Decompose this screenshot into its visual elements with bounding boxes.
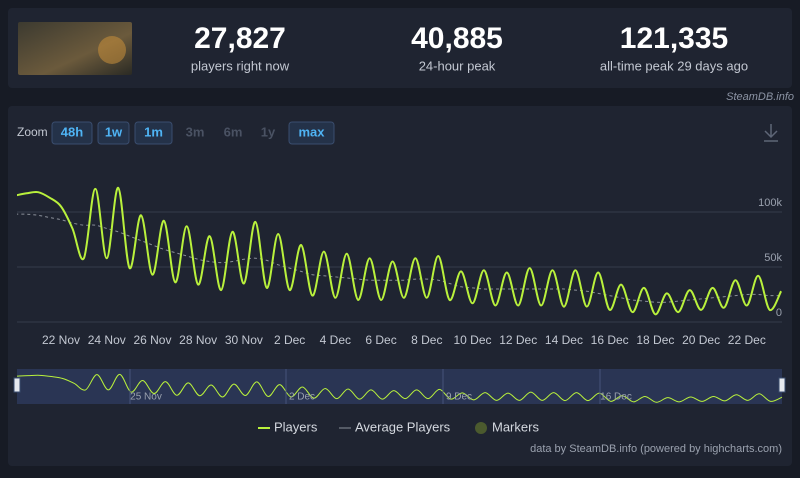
stat-label: 24-hour peak <box>419 58 496 73</box>
zoom-button[interactable] <box>288 121 335 145</box>
y-tick-label: 0 <box>776 307 782 319</box>
x-tick-label: 6 Dec <box>365 333 396 347</box>
navigator-handle[interactable] <box>13 377 21 393</box>
stat-value: 27,827 <box>194 22 286 55</box>
zoom-button[interactable] <box>134 121 173 145</box>
x-tick-label: 28 Nov <box>179 333 217 347</box>
stat-value: 40,885 <box>411 22 503 55</box>
plot: 0 50k 100k 22 Nov 24 Nov 26 Nov 28 Nov 30 Nov 2 … <box>13 186 786 455</box>
zoom-button-label: 1y <box>261 124 276 139</box>
game-thumbnail[interactable] <box>18 22 132 75</box>
players-line <box>17 186 783 316</box>
stat-label: players right now <box>191 58 290 73</box>
x-tick-label: 4 Dec <box>320 333 351 347</box>
navigator-line <box>17 373 783 403</box>
x-tick-label: 22 Dec <box>728 333 766 347</box>
navigator-series <box>17 373 783 403</box>
legend-label[interactable]: Average Players <box>355 419 451 434</box>
zoom-button-label: 6m <box>224 124 243 139</box>
zoom-button[interactable] <box>97 121 130 145</box>
legend-swatch <box>475 422 487 434</box>
stat-value: 121,335 <box>620 22 728 55</box>
x-tick-label: 12 Dec <box>499 333 537 347</box>
stats-card <box>8 8 792 88</box>
navigator-label: 25 Nov <box>130 392 162 403</box>
x-tick-label: 18 Dec <box>636 333 674 347</box>
x-tick-label: 22 Nov <box>42 333 80 347</box>
x-tick-label: 14 Dec <box>545 333 583 347</box>
credit: data by SteamDB.info (powered by highcha… <box>530 443 782 455</box>
thumbnail-art <box>98 36 126 64</box>
zoom-button[interactable] <box>51 121 93 145</box>
x-tick-label: 20 Dec <box>682 333 720 347</box>
zoom-button-label[interactable]: 1w <box>105 124 123 139</box>
x-tick-label: 2 Dec <box>274 333 305 347</box>
source-label: SteamDB.info <box>726 91 794 103</box>
y-tick-label: 50k <box>764 252 782 264</box>
navigator-label: 9 Dec <box>446 392 472 403</box>
zoom-button-label[interactable]: 1m <box>144 124 163 139</box>
navigator-label: 2 Dec <box>289 392 315 403</box>
stat-label: all-time peak 29 days ago <box>600 58 748 73</box>
download-icon[interactable] <box>764 124 778 142</box>
legend-label[interactable]: Markers <box>492 419 539 434</box>
x-tick-label: 16 Dec <box>591 333 629 347</box>
x-tick-label: 8 Dec <box>411 333 442 347</box>
x-tick-label: 26 Nov <box>133 333 171 347</box>
y-tick-label: 100k <box>758 197 782 209</box>
x-tick-label: 30 Nov <box>225 333 263 347</box>
navigator-label: 16 Dec <box>600 392 632 403</box>
series-group <box>17 186 783 316</box>
zoom-button-label: 3m <box>186 124 205 139</box>
zoom-button-label[interactable]: 48h <box>61 124 83 139</box>
zoom-button-label[interactable]: max <box>298 124 325 139</box>
legend-label[interactable]: Players <box>274 419 318 434</box>
x-tick-label: 10 Dec <box>453 333 491 347</box>
navigator-handle[interactable] <box>778 377 786 393</box>
navigator-bg <box>17 369 782 404</box>
zoom-label: Zoom <box>17 125 48 139</box>
x-tick-label: 24 Nov <box>88 333 126 347</box>
